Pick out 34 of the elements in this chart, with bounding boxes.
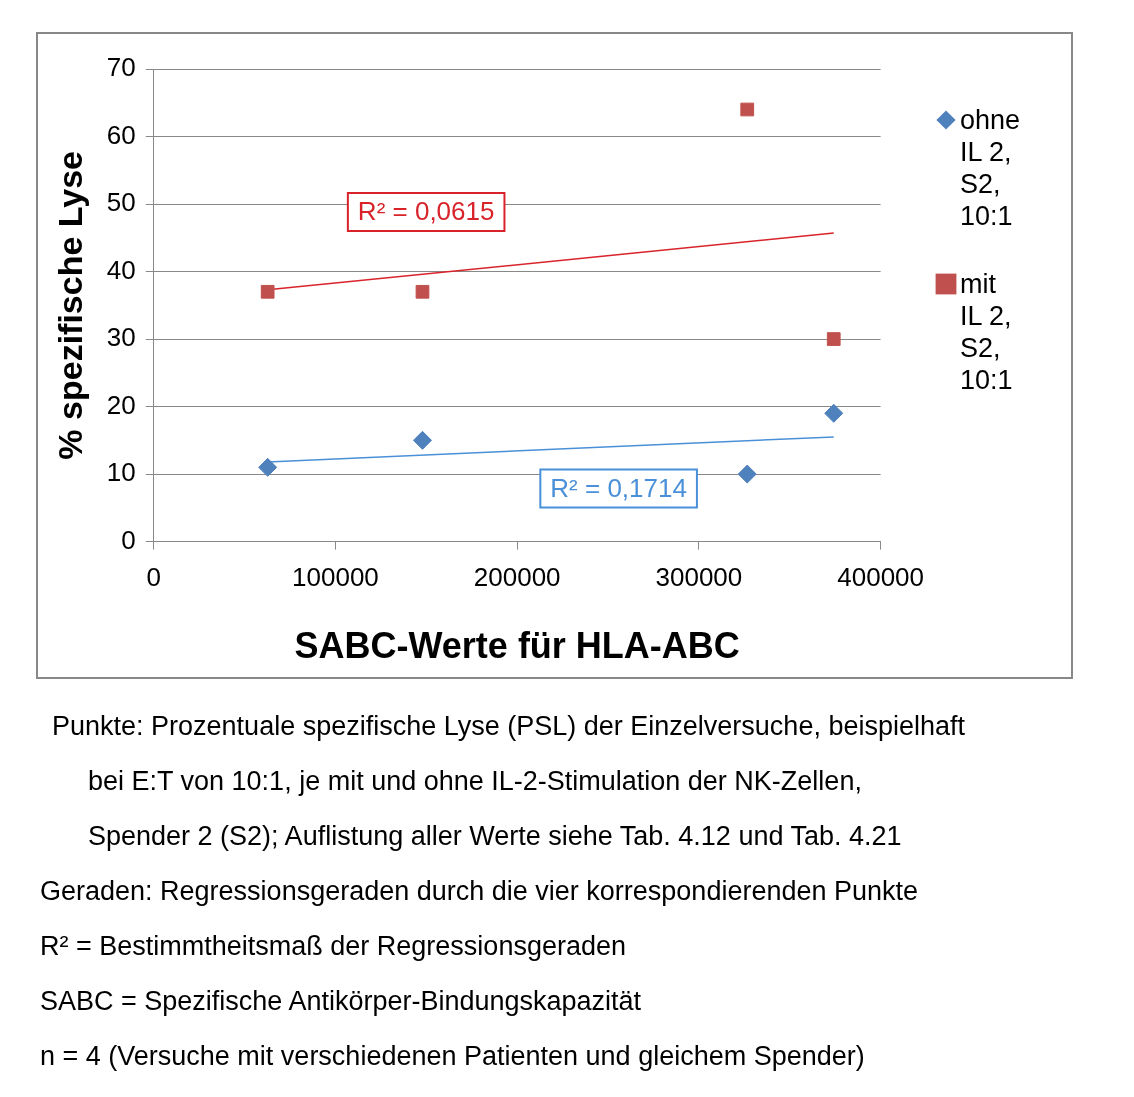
point (740, 102, 755, 117)
y-tick-label: 0 (121, 524, 136, 555)
text: SABC = Spezifische Antikörper-Bindungskapazität (40, 985, 643, 1018)
point (260, 284, 275, 299)
point (737, 464, 757, 484)
annotation: R² = 0,1714 (550, 472, 687, 503)
y-tick-label: 40 (106, 254, 136, 285)
legend-label: ohne IL 2, S2, 10:1 (960, 104, 1022, 232)
y-tick-label: 50 (106, 187, 136, 218)
legend-label: mit IL 2, S2, 10:1 (960, 268, 1014, 396)
point (412, 430, 432, 450)
y-tick-label: 10 (106, 457, 136, 488)
y-axis-title: % spezifische Lyse (50, 150, 89, 460)
x-tick-label: 200000 (473, 562, 561, 593)
y-tick-label: 60 (106, 119, 136, 150)
point (824, 403, 844, 423)
y-tick-label: 70 (106, 52, 136, 83)
x-tick-label: 0 (146, 562, 161, 593)
y-tick-label: 20 (106, 389, 136, 420)
x-tick-label: 300000 (655, 562, 743, 593)
text: Punkte: Prozentuale spezifische Lyse (PSL) der Einzelversuche, beispielhaft (51, 710, 966, 743)
text: bei E:T von 10:1, je mit und ohne IL-2-Stimulation der NK-Zellen, (87, 765, 863, 798)
text: n = 4 (Versuche mit verschiedenen Patienten und gleichem Spender) (40, 1040, 866, 1073)
text: Geraden: Regressionsgeraden durch die vier korrespondierenden Punkte (40, 875, 920, 908)
point (258, 457, 278, 477)
text: R² = Bestimmtheitsmaß der Regressionsgeraden (40, 930, 627, 963)
y-tick-label: 30 (106, 322, 136, 353)
text: Spender 2 (S2); Auflistung aller Werte siehe Tab. 4.12 und Tab. 4.21 (87, 820, 903, 853)
x-tick-label: 100000 (292, 562, 379, 593)
x-axis-title: SABC-Werte für HLA-ABC (294, 625, 740, 667)
point (415, 284, 430, 299)
point (826, 332, 841, 346)
annotation: R² = 0,0615 (357, 196, 495, 227)
x-tick-label: 400000 (837, 562, 924, 593)
